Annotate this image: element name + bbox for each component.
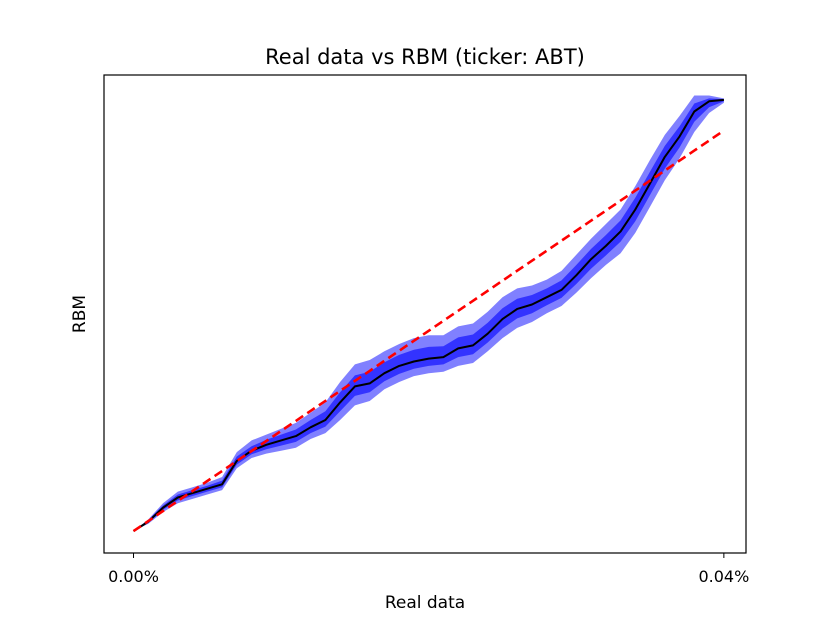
plot-area bbox=[132, 95, 725, 533]
band-inner bbox=[133, 98, 724, 532]
rbm-median-line bbox=[132, 98, 724, 532]
confidence-bands bbox=[133, 95, 724, 532]
x-tick-label: 0.04% bbox=[698, 567, 749, 586]
reference-line bbox=[132, 129, 725, 533]
series-lines bbox=[132, 98, 725, 533]
x-axis-ticks: 0.00% 0.04% bbox=[108, 553, 749, 586]
band-outer bbox=[133, 95, 724, 532]
y-axis-label: RBM bbox=[70, 295, 90, 333]
x-axis-label: Real data bbox=[385, 593, 465, 613]
plot-frame bbox=[103, 74, 747, 554]
x-tick-label: 0.00% bbox=[108, 567, 159, 586]
chart-title: Real data vs RBM (ticker: ABT) bbox=[265, 45, 585, 69]
